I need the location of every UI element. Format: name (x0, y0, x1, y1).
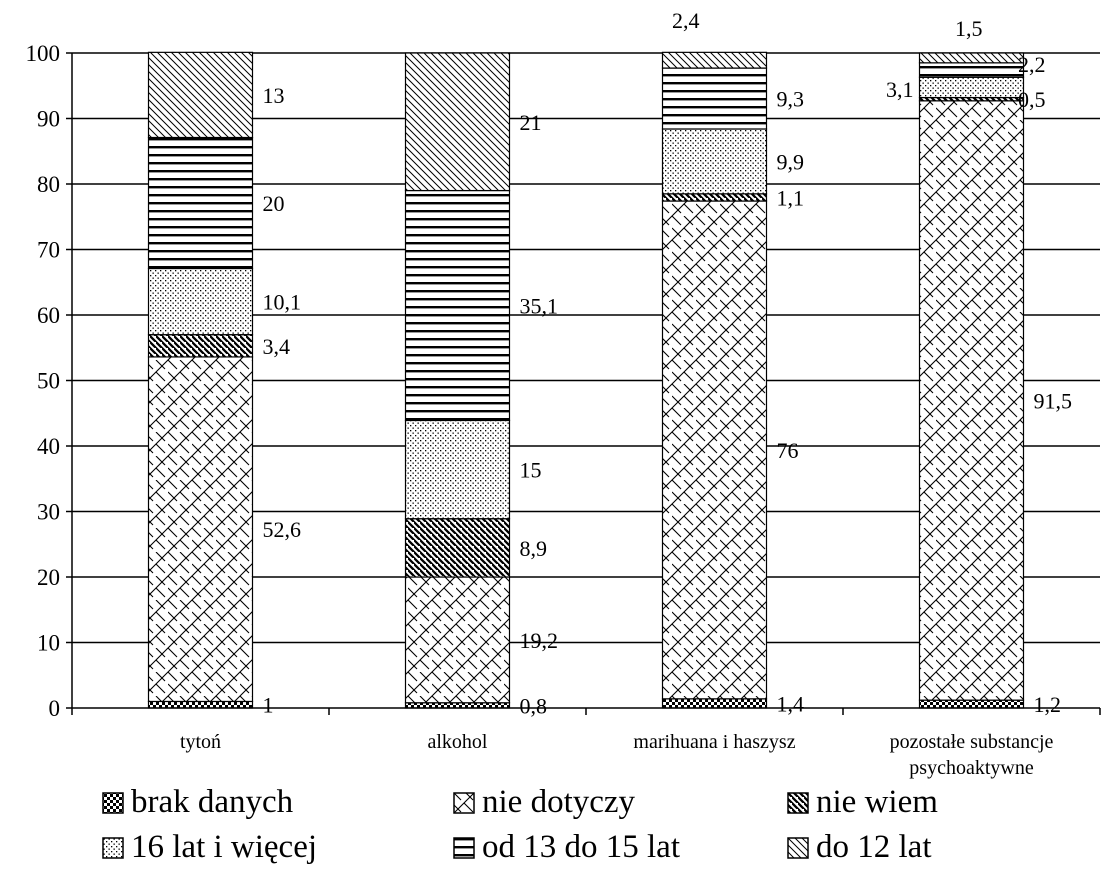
legend-swatch-diagonal (787, 836, 809, 859)
bar-segment (147, 267, 254, 336)
data-label: 13 (263, 83, 285, 108)
bar-segment (661, 67, 768, 130)
data-labels: 1 52,6 3,4 10,1 20 13 0,8 19,2 8,9 15 35,1 21 1,4 76 1… (263, 8, 1073, 718)
data-label: 20 (263, 191, 285, 216)
y-tick-label: 80 (37, 172, 60, 197)
data-label: 76 (777, 438, 799, 463)
legend-item-brak-danych: brak danych (101, 784, 293, 821)
bar-segment (918, 100, 1025, 701)
legend-swatch-weave (453, 791, 475, 814)
bars (147, 51, 1025, 709)
data-label: 19,2 (520, 628, 559, 653)
bar-segment (147, 136, 254, 270)
legend-label: nie dotyczy (482, 784, 636, 820)
legend-item-od-13-do-15: od 13 do 15 lat (452, 829, 680, 866)
data-label: 9,9 (777, 149, 805, 174)
category-label: marihuana i haszysz (633, 731, 795, 753)
bar-segment (147, 700, 254, 709)
data-label: 15 (520, 458, 542, 483)
bar-segment (404, 518, 511, 578)
legend-swatch-dots (102, 836, 124, 859)
axes: 0 10 20 30 40 50 60 70 80 90 100 tytoń alkohol marihu… (26, 41, 1101, 779)
bar-segment (404, 576, 511, 704)
bar-segment (661, 193, 768, 202)
data-label: 2,4 (672, 8, 700, 33)
data-label: 9,3 (777, 87, 805, 112)
data-label: 10,1 (263, 290, 302, 315)
data-label: 8,9 (520, 536, 548, 561)
data-label: 1,2 (1034, 692, 1062, 717)
bar-segment (661, 51, 768, 69)
data-label: 52,6 (263, 517, 302, 542)
legend-item-nie-dotyczy: nie dotyczy (452, 784, 635, 821)
data-label: 1,5 (955, 16, 983, 41)
legend-label: 16 lat i więcej (131, 829, 318, 865)
legend-swatch-dense-diagonal (787, 791, 809, 814)
bar-segment (918, 52, 1025, 64)
data-label: 35,1 (520, 294, 559, 319)
legend-label: brak danych (131, 784, 294, 820)
y-tick-label: 40 (37, 434, 60, 459)
data-label: 0,8 (520, 693, 548, 718)
legend-label: od 13 do 15 lat (482, 829, 680, 865)
legend-label: nie wiem (816, 784, 938, 820)
data-label: 3,1 (886, 77, 914, 102)
bar-segment (147, 334, 254, 358)
data-label: 0,5 (1018, 87, 1046, 112)
y-tick-label: 70 (37, 238, 60, 263)
data-label: 1 (263, 693, 274, 718)
y-tick-label: 10 (37, 631, 60, 656)
bar-segment (661, 200, 768, 700)
bar-segment (147, 51, 254, 139)
category-label: psychoaktywne (909, 757, 1034, 779)
data-label: 2,2 (1018, 52, 1046, 77)
data-label: 91,5 (1034, 388, 1073, 413)
bar-segment (404, 189, 511, 422)
y-tick-label: 30 (37, 500, 60, 525)
y-tick-label: 90 (37, 107, 60, 132)
data-label: 21 (520, 110, 542, 135)
bar-segment (661, 698, 768, 709)
bar-segment (404, 702, 511, 709)
legend-label: do 12 lat (816, 829, 932, 865)
category-label: alkohol (428, 731, 488, 753)
y-tick-label: 50 (37, 369, 60, 394)
bar-segment (147, 356, 254, 703)
bar-segment (918, 62, 1025, 78)
legend-item-16-lat: 16 lat i więcej (101, 829, 317, 866)
bar-segment (661, 128, 768, 195)
bar-segment (404, 52, 511, 192)
legend: brak danych nie dotyczy nie wiem 16 lat … (0, 778, 1104, 873)
y-tick-label: 0 (49, 696, 61, 721)
bar-segment (404, 419, 511, 520)
legend-item-nie-wiem: nie wiem (786, 784, 938, 821)
legend-item-do-12-lat: do 12 lat (786, 829, 931, 866)
category-label: tytoń (180, 731, 221, 753)
legend-swatch-horizontal (453, 836, 475, 859)
y-tick-label: 60 (37, 303, 60, 328)
y-tick-label: 100 (26, 41, 61, 66)
bar-segment (918, 699, 1025, 709)
category-label: pozostałe substancje (890, 731, 1054, 753)
data-label: 1,1 (777, 185, 805, 210)
data-label: 3,4 (263, 334, 291, 359)
bar-segment (918, 76, 1025, 99)
legend-swatch-checker (102, 791, 124, 814)
y-tick-label: 20 (37, 565, 60, 590)
data-label: 1,4 (777, 691, 805, 716)
